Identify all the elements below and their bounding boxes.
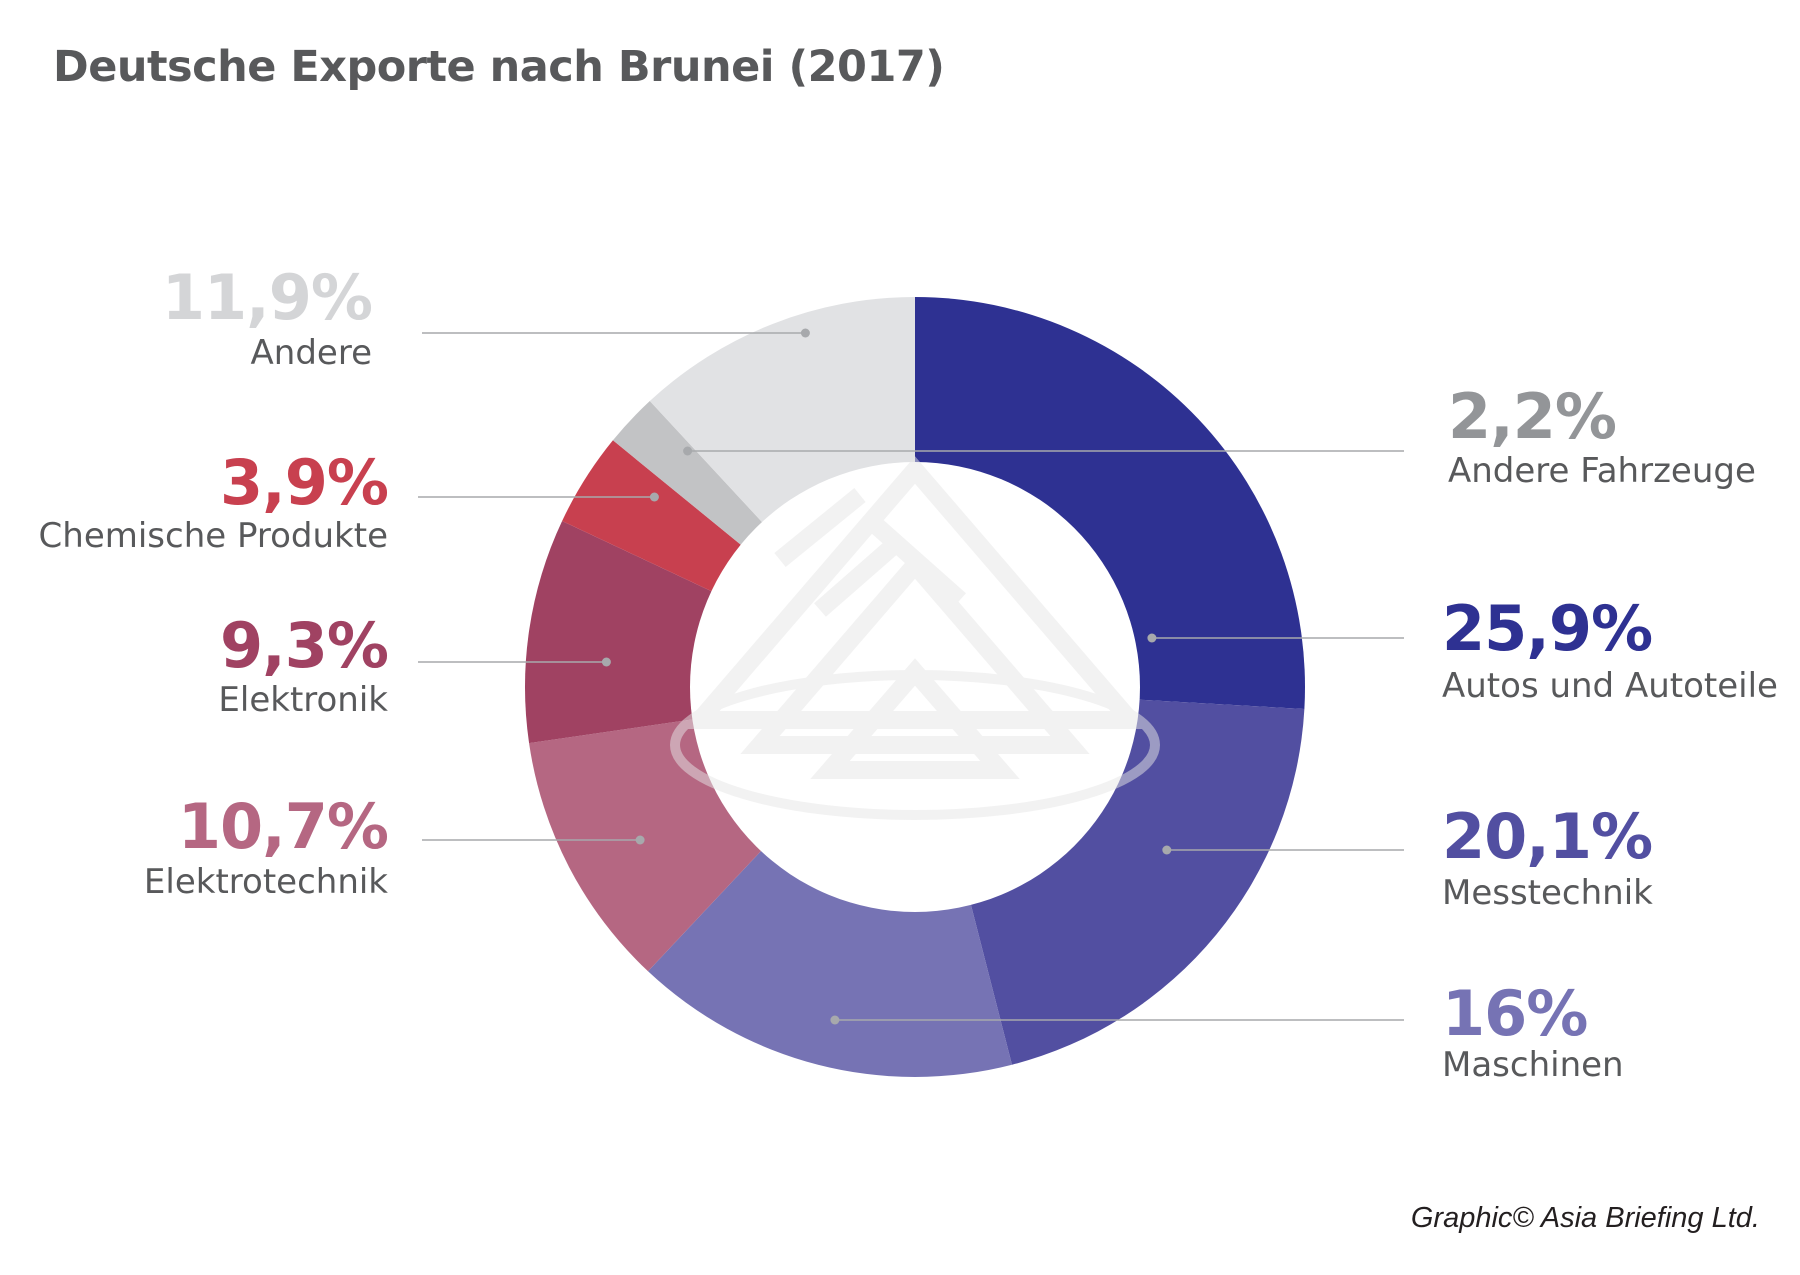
- source-credit: Graphic© Asia Briefing Ltd.: [1410, 1202, 1760, 1234]
- slice-label-autos-und-autoteile: Autos und Autoteile: [1442, 666, 1778, 706]
- slice-label-andere-fahrzeuge: Andere Fahrzeuge: [1448, 451, 1756, 491]
- slice-percent-andere: 11,9%: [162, 261, 372, 334]
- leader-lines: [418, 328, 1404, 1025]
- chart-title: Deutsche Exporte nach Brunei (2017): [53, 42, 945, 92]
- donut-hole: [690, 462, 1140, 912]
- slice-label-messtechnik: Messtechnik: [1442, 873, 1653, 913]
- slice-label-maschinen: Maschinen: [1442, 1045, 1624, 1085]
- slice-labels: 25,9%Autos und Autoteile 20,1%Messtechnik…: [39, 261, 1778, 1085]
- slice-label-elektrotechnik: Elektrotechnik: [144, 862, 388, 902]
- slice-label-andere: Andere: [251, 333, 372, 373]
- slice-percent-autos-und-autoteile: 25,9%: [1442, 592, 1652, 665]
- slice-percent-messtechnik: 20,1%: [1442, 800, 1652, 873]
- watermark-logo-icon: [670, 456, 1160, 820]
- slice-percent-andere-fahrzeuge: 2,2%: [1448, 380, 1616, 453]
- slice-label-chemische-produkte: Chemische Produkte: [39, 516, 388, 556]
- slice-percent-elektronik: 9,3%: [220, 609, 388, 682]
- slice-percent-chemische-produkte: 3,9%: [220, 446, 388, 519]
- slice-label-elektronik: Elektronik: [218, 680, 388, 720]
- slice-percent-maschinen: 16%: [1442, 977, 1587, 1050]
- slice-percent-elektrotechnik: 10,7%: [178, 790, 388, 863]
